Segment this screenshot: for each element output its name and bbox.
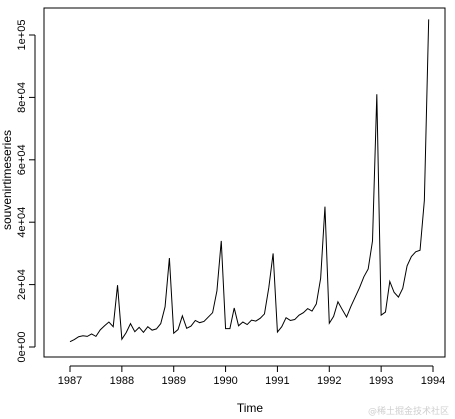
x-tick-label-1988: 1988 bbox=[110, 375, 134, 387]
series-line-group bbox=[69, 19, 430, 343]
x-tick-label-1993: 1993 bbox=[369, 375, 393, 387]
x-axis-title: Time bbox=[237, 401, 264, 415]
y-tick-label-2e+04: 2e+04 bbox=[16, 269, 28, 300]
y-tick-label-0e+00: 0e+00 bbox=[16, 332, 28, 363]
plot-border bbox=[43, 7, 446, 358]
plot-frame bbox=[43, 7, 446, 358]
y-axis-title: souvenirtimeseries bbox=[0, 130, 14, 230]
watermark: @稀土掘金技术社区 bbox=[367, 407, 449, 417]
y-tick-label-6e+04: 6e+04 bbox=[16, 144, 28, 175]
y-tick-label-4e+04: 4e+04 bbox=[16, 207, 28, 238]
x-tick-label-1987: 1987 bbox=[58, 375, 82, 387]
x-tick-label-1992: 1992 bbox=[317, 375, 341, 387]
x-tick-label-1989: 1989 bbox=[161, 375, 185, 387]
y-tick-label-8e+04: 8e+04 bbox=[16, 82, 28, 113]
y-axis: 0e+00 2e+04 4e+04 6e+04 8e+04 1e+05 bbox=[16, 20, 36, 363]
x-tick-label-1991: 1991 bbox=[265, 375, 289, 387]
y-tick-label-1e+05: 1e+05 bbox=[16, 20, 28, 51]
x-axis: 1987 1988 1989 1990 1991 1992 1993 1994 bbox=[58, 365, 445, 387]
series-line-0 bbox=[69, 19, 430, 343]
x-tick-label-1990: 1990 bbox=[213, 375, 237, 387]
x-tick-label-1994: 1994 bbox=[421, 375, 445, 387]
